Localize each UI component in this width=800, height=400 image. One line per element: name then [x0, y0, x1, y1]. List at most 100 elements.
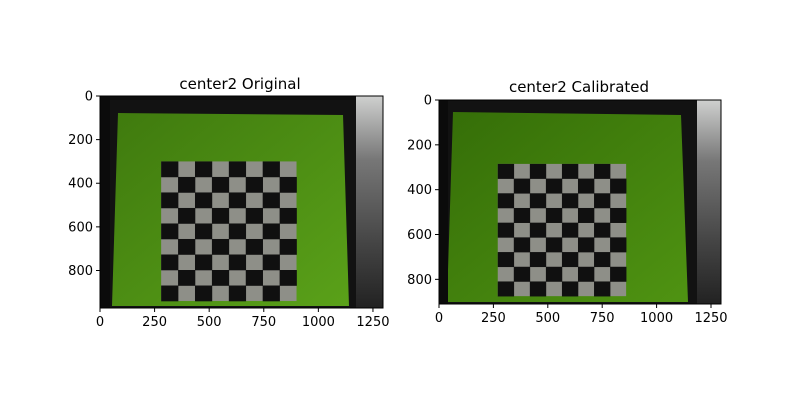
checkerboard-square [513, 178, 531, 194]
checkerboard-square [529, 252, 547, 268]
checkerboard-square [194, 254, 213, 271]
checkerboard-square [594, 252, 611, 268]
checkerboard-square [178, 270, 196, 286]
panel-1-x-axis: 0 250 500 750 1000 1250 [96, 308, 390, 330]
panel-1-y-axis: 0 200 400 600 800 [68, 90, 100, 279]
checkerboard-square [594, 281, 611, 297]
checkerboard-square [561, 163, 579, 179]
panel-1-title: center2 Original [179, 75, 300, 93]
checkerboard-square [161, 285, 179, 302]
x-tick-label: 0 [435, 311, 443, 326]
x-tick-label: 1250 [356, 315, 389, 330]
y-tick-label: 200 [68, 133, 93, 148]
x-tick-label: 750 [251, 315, 276, 330]
y-tick-label: 400 [407, 183, 432, 198]
checkerboard-square [610, 178, 627, 194]
checkerboard-square [194, 285, 213, 302]
checkerboard-square [497, 222, 515, 238]
checkerboard-square [577, 207, 595, 223]
checkerboard-square [178, 238, 196, 255]
checkerboard-square [279, 238, 297, 255]
y-tick-label: 400 [68, 177, 93, 192]
checkerboard-square [594, 193, 611, 209]
panel-2-frame [438, 99, 722, 305]
x-tick-label: 500 [197, 315, 222, 330]
checkerboard-square [577, 266, 595, 282]
checkerboard-square [594, 222, 611, 238]
checkerboard-square [610, 237, 627, 253]
y-tick-label: 600 [68, 220, 93, 235]
checkerboard-square [561, 252, 579, 268]
checkerboard-square [610, 207, 627, 223]
x-tick-label: 250 [142, 315, 167, 330]
checkerboard-square [245, 238, 263, 255]
x-tick-label: 0 [96, 315, 104, 330]
x-tick-label: 1250 [694, 311, 727, 326]
y-tick-label: 0 [85, 90, 93, 105]
checkerboard-square [211, 238, 230, 255]
checkerboard-2 [497, 163, 627, 297]
checkerboard-square [529, 163, 547, 179]
panel-original: center2 Original 0 250 500 750 1000 1250 0 200… [68, 75, 389, 330]
panel-2-y-axis: 0 200 400 600 800 [407, 94, 439, 288]
checkerboard-square [577, 237, 595, 253]
checkerboard-square [161, 223, 179, 240]
x-tick-label: 500 [535, 311, 560, 326]
checkerboard-square [529, 193, 547, 209]
checkerboard-square [561, 193, 579, 209]
checkerboard-square [262, 285, 280, 302]
checkerboard-square [228, 161, 247, 178]
checkerboard-square [194, 161, 213, 178]
x-tick-label: 250 [481, 311, 506, 326]
checkerboard-square [262, 254, 280, 271]
checkerboard-square [161, 192, 179, 209]
y-tick-label: 600 [407, 228, 432, 243]
checkerboard-square [497, 281, 515, 297]
checkerboard-square [178, 176, 196, 193]
checkerboard-square [228, 285, 247, 302]
checkerboard-square [245, 176, 263, 193]
checkerboard-square [194, 223, 213, 240]
checkerboard-square [513, 207, 531, 223]
y-tick-label: 200 [407, 138, 432, 153]
checkerboard-square [561, 222, 579, 238]
y-tick-label: 0 [424, 94, 432, 109]
checkerboard-square [529, 281, 547, 297]
checkerboard-square [178, 207, 196, 224]
checkerboard-square [161, 161, 179, 178]
checkerboard-1 [161, 161, 297, 302]
checkerboard-square [561, 281, 579, 297]
panel-1-frame [99, 95, 384, 309]
checkerboard-square [513, 237, 531, 253]
checkerboard-square [545, 207, 563, 223]
checkerboard-square [211, 207, 230, 224]
y-tick-label: 800 [68, 264, 93, 279]
checkerboard-square [497, 252, 515, 268]
checkerboard-square [279, 176, 297, 193]
checkerboard-square [545, 266, 563, 282]
x-tick-label: 1000 [640, 311, 673, 326]
checkerboard-square [262, 192, 280, 209]
checkerboard-square [262, 161, 280, 178]
y-tick-label: 800 [407, 273, 432, 288]
checkerboard-square [245, 270, 263, 286]
checkerboard-square [211, 176, 230, 193]
checkerboard-square [594, 163, 611, 179]
x-tick-label: 750 [590, 311, 615, 326]
checkerboard-square [279, 207, 297, 224]
checkerboard-square [610, 266, 627, 282]
panel-calibrated: center2 Calibrated 0 250 500 750 1000 1250 0 2… [407, 78, 727, 326]
checkerboard-square [497, 193, 515, 209]
checkerboard-square [211, 270, 230, 286]
checkerboard-square [161, 254, 179, 271]
checkerboard-square [545, 237, 563, 253]
checkerboard-square [497, 163, 515, 179]
checkerboard-square [228, 192, 247, 209]
checkerboard-square [262, 223, 280, 240]
checkerboard-square [279, 270, 297, 286]
panel-2-title: center2 Calibrated [509, 78, 649, 96]
checkerboard-square [545, 178, 563, 194]
checkerboard-square [228, 223, 247, 240]
panel-2-x-axis: 0 250 500 750 1000 1250 [435, 304, 728, 326]
